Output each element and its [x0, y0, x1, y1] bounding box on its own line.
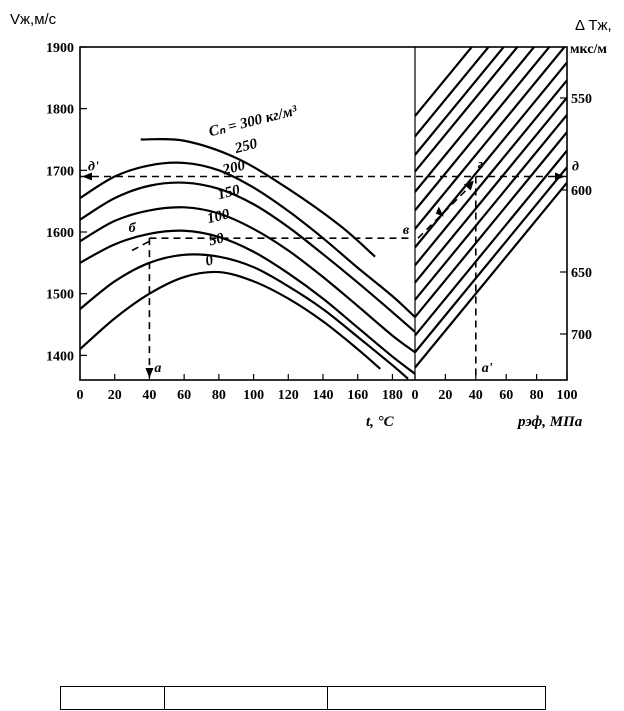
curve-50: [79, 253, 409, 380]
hatch-line: [415, 79, 567, 266]
y-tick-label: 1600: [46, 226, 74, 241]
y2-axis-unit: мкс/м: [570, 42, 607, 57]
curve-0: [79, 270, 382, 370]
curve-label: 100: [206, 206, 232, 227]
y2-tick-label: 550: [571, 92, 592, 107]
arrow-head: [82, 172, 92, 181]
bottom-table: [60, 686, 546, 710]
x-tick-label: 120: [278, 388, 299, 403]
curve-label: 0: [204, 252, 216, 269]
curve-label: 150: [216, 182, 242, 203]
hatch-line: [415, 61, 567, 249]
table-cell: [328, 687, 545, 709]
y-tick-label: 1700: [46, 164, 74, 179]
x2-tick-label: 60: [499, 388, 513, 403]
hatch-line: [415, 47, 490, 138]
hatch-line: [415, 47, 474, 117]
hatch-line: [415, 181, 567, 369]
y-tick-label: 1800: [46, 103, 74, 118]
curve-label: 250: [232, 136, 259, 157]
x-tick-label: 160: [347, 388, 368, 403]
x2-tick-label: 0: [412, 388, 419, 403]
x2-tick-label: 40: [469, 388, 483, 403]
x-tick-label: 40: [142, 388, 156, 403]
label-a-prime: а': [482, 361, 493, 376]
hatch-line: [415, 166, 567, 353]
dashed-line-diagonal: [417, 183, 473, 239]
label-v: в: [403, 223, 410, 238]
hatch-line: [415, 47, 506, 156]
hatch-line: [415, 131, 567, 318]
x-tick-label: 60: [177, 388, 191, 403]
x-tick-label: 140: [313, 388, 334, 403]
x2-tick-label: 80: [530, 388, 544, 403]
curve-label: 200: [220, 157, 247, 178]
y2-tick-label: 650: [571, 266, 592, 281]
hatch-line: [415, 96, 567, 284]
y2-axis-label: Δ Тж,: [575, 17, 612, 34]
dashed-tick-b: [131, 240, 150, 252]
x-axis-label-left: t, °C: [366, 414, 395, 430]
table-cell: [165, 687, 328, 709]
arrow-head: [463, 180, 474, 191]
curve-label: Cₙ = 300 кг/м³: [207, 103, 299, 141]
hatch-line: [415, 149, 567, 337]
table-cell: [61, 687, 165, 709]
hatch-line: [415, 47, 519, 173]
hatch-lines: [415, 47, 567, 369]
arrow-head: [145, 368, 154, 378]
y-axis-label: Vж,м/с: [10, 11, 57, 28]
curve-100: [79, 229, 416, 375]
x2-tick-label: 100: [557, 388, 578, 403]
label-b: б: [129, 221, 137, 236]
curve-200: [79, 181, 416, 333]
label-a: а: [154, 361, 161, 376]
curve-150: [79, 206, 416, 354]
x-tick-label: 0: [77, 388, 84, 403]
x-tick-label: 180: [382, 388, 403, 403]
y2-tick-label: 600: [571, 184, 592, 199]
label-d-prime: д': [88, 160, 99, 175]
x-tick-label: 20: [108, 388, 122, 403]
y-tick-label: 1400: [46, 349, 74, 364]
curve-label: 50: [207, 230, 226, 249]
y2-tick-label: 700: [571, 328, 592, 343]
curve-300: [140, 137, 376, 258]
hatch-line: [415, 114, 567, 301]
x-tick-label: 80: [212, 388, 226, 403]
label-d: д: [572, 160, 579, 175]
hatch-line: [415, 47, 566, 230]
right-panel: 0 20 40 60 80 100 550 600 650 700: [412, 47, 592, 403]
y-tick-label: 1900: [46, 41, 74, 56]
label-g: г: [478, 158, 483, 173]
y-tick-label: 1500: [46, 288, 74, 303]
x2-tick-label: 20: [438, 388, 452, 403]
hatch-line: [415, 47, 551, 212]
x-axis-label-right: pэф, МПа: [516, 414, 583, 430]
curve-250: [79, 161, 416, 318]
hatch-line: [415, 47, 536, 193]
x-tick-label: 100: [243, 388, 264, 403]
